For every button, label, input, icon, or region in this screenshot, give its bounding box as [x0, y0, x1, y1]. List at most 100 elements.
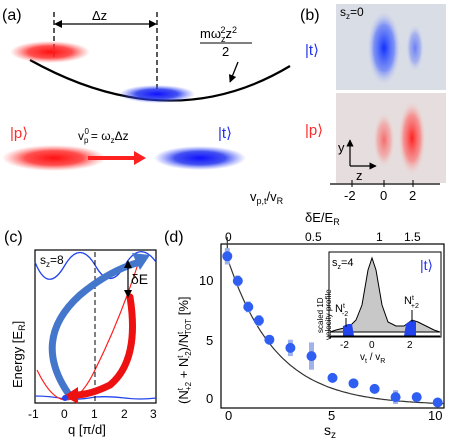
data-point-7 — [327, 372, 338, 383]
panel-b-label: (b) — [300, 7, 320, 24]
main-yticks: 0 5 10 — [199, 273, 213, 406]
band-xtick-0: 0 — [61, 407, 68, 421]
red-velocity-arrow — [88, 156, 136, 160]
red-cloud-top — [10, 41, 90, 63]
band-xticks: -1 0 1 2 3 — [28, 407, 157, 421]
panel-a-label: (a) — [2, 7, 22, 24]
data-point-1 — [232, 275, 243, 286]
inset-ylabel-1: scaled 1D — [316, 297, 325, 333]
top-tick-05: 0.5 — [305, 230, 322, 244]
top-tick-1: 1 — [376, 230, 383, 244]
band-xlabel: q [π/d] — [68, 422, 106, 437]
top-tick-15: 1.5 — [404, 230, 421, 244]
panel-c-label: (c) — [4, 229, 23, 246]
data-point-2 — [243, 301, 254, 312]
blue-transition-arrow — [48, 258, 144, 400]
band-ylabel: Energy [ER] — [10, 321, 27, 388]
top-axis-ticks: 0 0.5 1 1.5 — [225, 230, 421, 244]
data-point-12 — [432, 397, 443, 408]
velocity-tick-label-m2: -2 — [344, 188, 356, 203]
chart-layer — [222, 237, 445, 408]
inset: sz=4 |t⟩ scaled 1D velocity profile Nt -2… — [316, 251, 442, 365]
ytick-5: 5 — [206, 333, 213, 348]
data-point-5 — [285, 342, 296, 353]
data-point-6 — [306, 351, 317, 362]
blue-cloud-top — [119, 85, 195, 103]
data-point-8 — [348, 378, 359, 389]
panel-a: (a) Δz mωz2z2 2 |p⟩ |t⟩ vp0 = ωzΔz — [2, 7, 291, 171]
inset-xtick-2: 2 — [407, 340, 413, 351]
panel-d: (d) δE/ER 0 0.5 1 1.5 0 5 10 0 5 10 sz (… — [164, 210, 445, 439]
panel-b: (b) sz=0 |t⟩ |p⟩ y z vp,t/vR -2 0 2 — [250, 4, 446, 206]
velocity-tick-label-0: 0 — [380, 188, 387, 203]
data-point-10 — [390, 392, 401, 403]
potential-formula-num: mωz2z2 — [200, 25, 237, 44]
blue-transition-arrowhead — [132, 253, 150, 270]
state-t-label-a: |t⟩ — [218, 125, 232, 142]
velocity-tick-label-2: 2 — [409, 188, 416, 203]
image-p-main-cloud — [398, 100, 426, 176]
red-cloud-moving — [2, 145, 106, 171]
data-point-0 — [222, 251, 233, 262]
inset-xlabel: vt / vR — [360, 352, 385, 365]
top-axis-label: δE/ER — [305, 210, 340, 227]
image-t-side-cloud — [406, 24, 424, 72]
data-point-11 — [411, 392, 422, 403]
fit-curve — [226, 237, 445, 405]
panel-d-label: (d) — [164, 229, 184, 246]
band-plot-frame — [34, 249, 157, 404]
inset-sz-label: sz=4 — [332, 257, 354, 271]
band-sz-label: sz=8 — [40, 253, 64, 269]
data-point-4 — [264, 334, 275, 345]
state-t-label-b: |t⟩ — [305, 42, 319, 59]
inset-n-plus-region — [404, 320, 416, 336]
inset-n-minus-label: Nt -2 — [335, 303, 348, 318]
inset-ylabel-2: velocity profile — [324, 289, 333, 340]
velocity-formula: vp0 = ωzΔz — [78, 127, 129, 145]
image-t-main-cloud — [367, 10, 401, 86]
band-xtick-1: 1 — [91, 407, 98, 421]
band-xtick-2: 2 — [121, 407, 128, 421]
delta-e-label: δE — [131, 271, 148, 287]
inset-xtick-m2: -2 — [340, 340, 349, 351]
image-p-side-cloud — [373, 112, 395, 168]
red-transition-arrow — [71, 293, 136, 399]
blue-cloud-moving — [154, 146, 246, 170]
ytick-10: 10 — [199, 273, 213, 288]
delta-z-arrowhead-left — [54, 20, 62, 28]
main-xlabel: sz — [324, 422, 336, 439]
main-xticks: 0 5 10 — [225, 408, 442, 423]
delta-z-label: Δz — [92, 8, 107, 23]
red-transition-arrowhead — [64, 387, 78, 404]
data-point-3 — [253, 315, 264, 326]
potential-pointer — [228, 61, 239, 83]
inset-frame — [328, 251, 442, 338]
xtick-0: 0 — [225, 408, 232, 423]
state-p-label-a: |p⟩ — [10, 125, 28, 142]
main-plot-frame — [220, 243, 445, 409]
image-sz-label: sz=0 — [340, 5, 364, 21]
red-velocity-arrowhead — [134, 151, 146, 165]
xtick-5: 5 — [328, 408, 335, 423]
panel-c: (c) δE sz=8 Energy [ER] -1 0 1 2 3 q [π/… — [4, 229, 157, 437]
delta-e-head-bottom — [124, 290, 132, 298]
inset-n-plus-label: Nt +2 — [404, 295, 419, 310]
state-p-label-b: |p⟩ — [305, 122, 323, 139]
band-xtick-3: 3 — [150, 407, 157, 421]
xtick-10: 10 — [428, 408, 442, 423]
top-tick-0: 0 — [225, 230, 232, 244]
inset-xtick-0: 0 — [369, 340, 375, 351]
delta-e-head-top — [124, 260, 132, 268]
ytick-0: 0 — [206, 391, 213, 406]
image-axis-z-label: z — [356, 168, 363, 183]
image-axis-y-label: y — [338, 140, 345, 155]
inset-state-label: |t⟩ — [420, 257, 433, 273]
band-xtick-m1: -1 — [28, 407, 39, 421]
velocity-axis-label: vp,t/vR — [250, 189, 284, 206]
initial-state-dot — [62, 395, 68, 401]
delta-z-arrowhead-right — [149, 20, 157, 28]
main-ylabel: (Nt+2 + Nt-2)/NtTOT [%] — [176, 297, 193, 405]
data-point-9 — [369, 383, 380, 394]
potential-formula-den: 2 — [222, 44, 229, 59]
